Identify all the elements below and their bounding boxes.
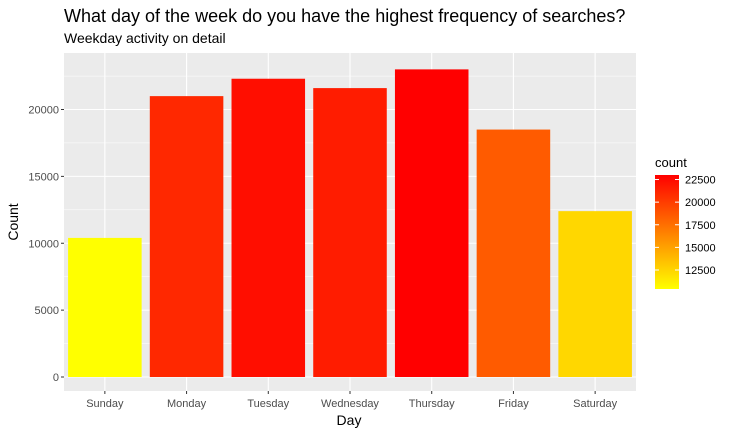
chart-subtitle: Weekday activity on detail bbox=[64, 30, 226, 46]
y-tick-label: 15000 bbox=[28, 171, 59, 183]
y-tick-label: 10000 bbox=[28, 238, 59, 250]
x-tick-label: Friday bbox=[498, 398, 529, 410]
x-tick-label: Sunday bbox=[86, 398, 124, 410]
legend-tick-label: 15000 bbox=[685, 242, 716, 254]
bar-monday bbox=[149, 96, 224, 377]
y-axis-title: Count bbox=[5, 203, 21, 240]
legend-tick-label: 22500 bbox=[685, 175, 716, 187]
x-tick-label: Monday bbox=[167, 398, 207, 410]
legend-title: count bbox=[655, 155, 687, 170]
bar-saturday bbox=[558, 211, 632, 377]
legend-tick-label: 20000 bbox=[685, 197, 716, 209]
bar-friday bbox=[476, 129, 551, 377]
legend-tick-label: 17500 bbox=[685, 220, 716, 232]
y-axis: 0 5000 10000 15000 20000 bbox=[28, 105, 64, 384]
x-axis-title: Day bbox=[337, 412, 362, 428]
y-tick-label: 0 bbox=[53, 372, 59, 384]
bar-wednesday bbox=[313, 88, 387, 377]
y-tick-label: 20000 bbox=[28, 105, 59, 117]
bar-thursday bbox=[394, 69, 469, 377]
bars bbox=[68, 69, 632, 378]
bar-sunday bbox=[68, 237, 142, 377]
x-axis: Sunday Monday Tuesday Wednesday Thursday Frid… bbox=[86, 391, 618, 410]
legend-colorbar bbox=[655, 175, 679, 289]
legend: count 12500 15000 17500 20000 22500 bbox=[655, 155, 716, 289]
legend-tick-label: 12500 bbox=[685, 265, 716, 277]
x-tick-label: Thursday bbox=[409, 398, 455, 410]
bar-tuesday bbox=[231, 78, 306, 378]
x-tick-label: Tuesday bbox=[247, 398, 289, 410]
chart-title: What day of the week do you have the hig… bbox=[64, 6, 626, 26]
y-tick-label: 5000 bbox=[35, 305, 59, 317]
x-tick-label: Saturday bbox=[573, 398, 618, 410]
x-tick-label: Wednesday bbox=[321, 398, 379, 410]
